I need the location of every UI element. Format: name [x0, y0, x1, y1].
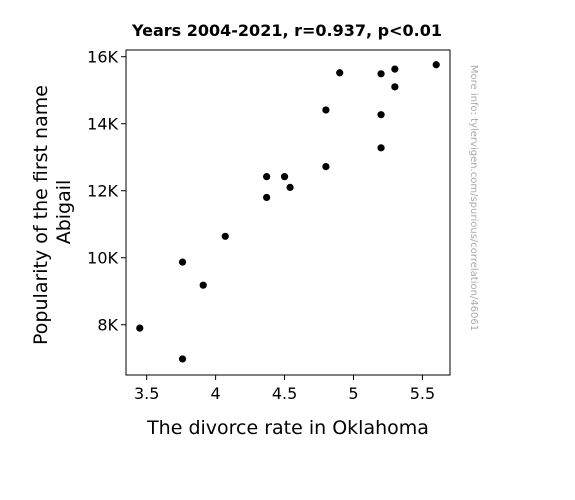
data-point — [178, 258, 187, 266]
data-point — [280, 173, 289, 181]
data-point — [377, 111, 385, 119]
data-point — [286, 183, 294, 191]
data-point — [199, 281, 207, 289]
y-tick-label: 8K — [97, 316, 118, 335]
y-tick-label: 16K — [87, 48, 118, 67]
y-axis-label: Popularity of the first name Abigail — [30, 79, 75, 345]
chart-title: Years 2004-2021, r=0.937, p<0.01 — [131, 21, 442, 40]
data-point — [391, 83, 399, 91]
data-point — [391, 65, 399, 73]
x-tick-label: 4.5 — [272, 384, 297, 403]
x-tick-label: 5 — [348, 384, 358, 403]
data-point — [432, 61, 440, 69]
data-point — [263, 193, 271, 202]
y-tick-label: 12K — [87, 182, 118, 201]
data-point — [377, 144, 385, 152]
plot-area: 3.5 4 4.5 5 5.5 8K 10K 12K 14K 16K — [87, 48, 451, 403]
data-point — [221, 232, 229, 240]
x-tick-label: 3.5 — [134, 384, 159, 403]
data-point — [178, 355, 187, 363]
data-points — [136, 61, 440, 363]
y-tick-label: 14K — [87, 115, 118, 134]
plot-frame — [125, 49, 451, 376]
x-tick-label: 5.5 — [410, 384, 435, 403]
data-point — [336, 69, 344, 77]
y-axis-label-line-2: Abigail — [53, 180, 75, 245]
x-axis-label: The divorce rate in Oklahoma — [146, 417, 429, 439]
watermark-text: More info: tylervigen.com/spurious/corre… — [468, 65, 479, 331]
y-axis-ticks: 8K 10K 12K 14K 16K — [87, 48, 126, 335]
data-point — [136, 324, 144, 332]
data-point — [322, 106, 330, 114]
y-axis-label-line-1: Popularity of the first name — [30, 85, 52, 345]
data-point — [263, 173, 271, 181]
x-axis-ticks: 3.5 4 4.5 5 5.5 — [134, 375, 435, 403]
x-tick-label: 4 — [211, 384, 221, 403]
data-point — [377, 70, 385, 78]
y-tick-label: 10K — [87, 249, 118, 268]
data-point — [322, 162, 330, 171]
